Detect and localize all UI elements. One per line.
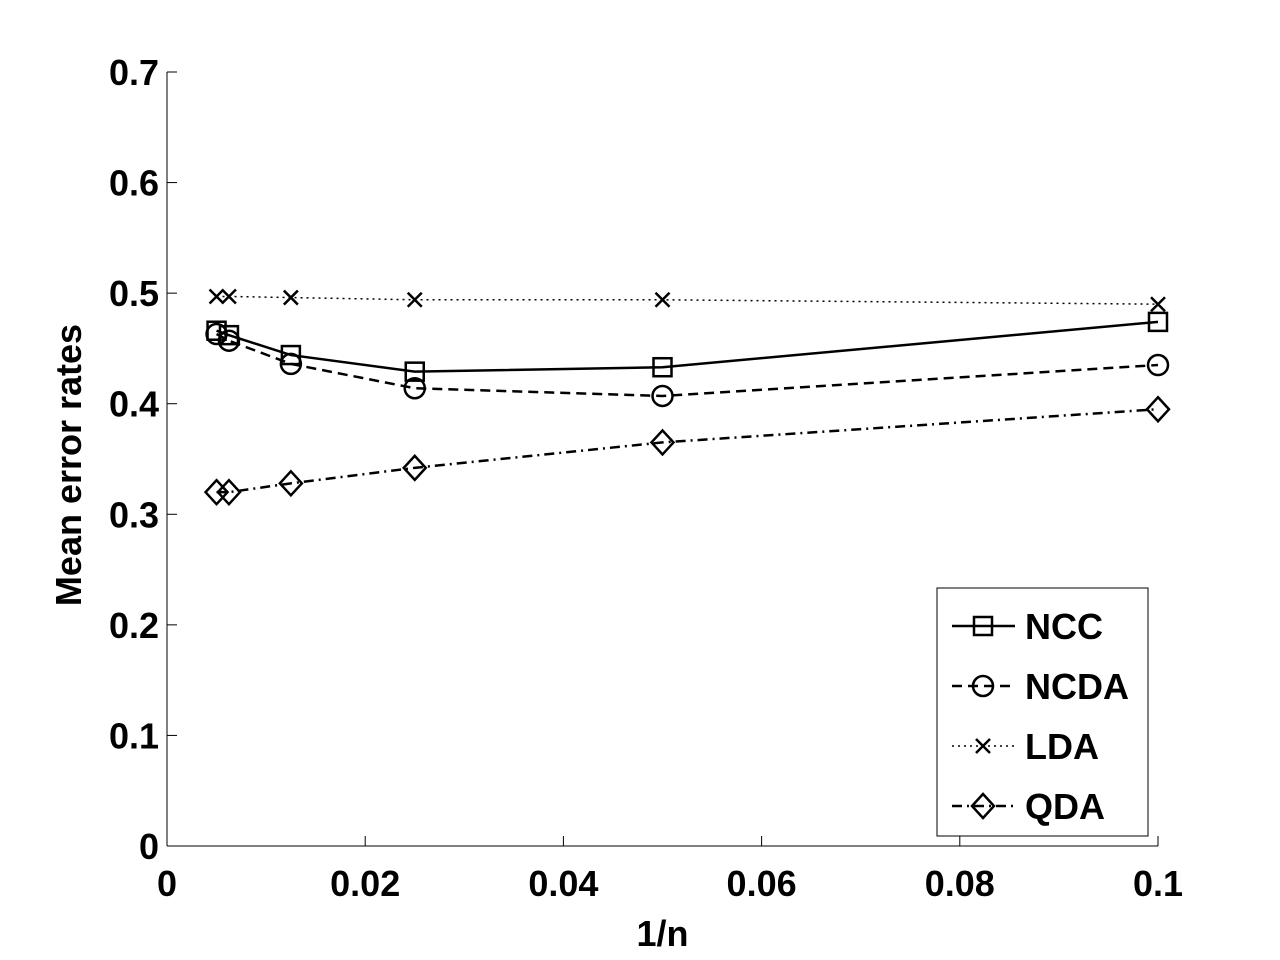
data-point-qda xyxy=(402,453,428,482)
data-point-lda xyxy=(1150,296,1166,313)
y-tick-label: 0.1 xyxy=(109,715,159,756)
data-point-qda xyxy=(649,428,676,457)
legend-label: NCC xyxy=(1025,606,1103,647)
data-point-lda xyxy=(406,291,423,308)
legend-marker xyxy=(970,792,996,820)
series-ncc xyxy=(206,311,1169,382)
x-tick-label: 0 xyxy=(157,863,177,904)
legend-marker xyxy=(972,615,994,637)
series-qda xyxy=(203,395,1171,507)
data-point-lda xyxy=(221,288,237,305)
y-tick-label: 0.3 xyxy=(109,494,159,535)
y-axis-label: Mean error rates xyxy=(48,324,89,606)
series-line-ncda xyxy=(215,332,1159,398)
x-tick-label: 0.1 xyxy=(1133,863,1183,904)
data-point-ncda xyxy=(403,376,426,400)
x-axis-label: 1/n xyxy=(636,913,688,954)
data-point-lda xyxy=(282,289,299,306)
y-tick-label: 0.5 xyxy=(109,273,159,314)
series-line-ncc xyxy=(216,320,1159,373)
legend-marker xyxy=(975,738,991,754)
legend-label: NCDA xyxy=(1025,666,1129,707)
axes: 0 0.02 0.04 0.06 0.08 0.1 0 0.1 0.2 0.3 0.4 0.5 0.6 0… xyxy=(48,52,1183,954)
x-tick-label: 0.02 xyxy=(330,863,400,904)
legend-entry-lda: LDA xyxy=(952,726,1099,767)
data-point-qda xyxy=(1145,395,1171,424)
legend-entry-ncc: NCC xyxy=(952,606,1103,647)
legend-label: LDA xyxy=(1025,726,1099,767)
data-point-qda xyxy=(278,469,304,498)
y-tick-label: 0.2 xyxy=(109,605,159,646)
data-point-lda xyxy=(654,291,671,308)
series-line-lda xyxy=(216,295,1159,305)
data-point-ncc xyxy=(652,356,673,378)
data-point-ncda xyxy=(205,322,228,346)
data-point-ncc xyxy=(404,361,425,382)
y-tick-label: 0.6 xyxy=(109,163,159,204)
y-tick-label: 0.7 xyxy=(109,52,159,93)
data-point-qda xyxy=(203,478,230,507)
legend: NCC NCDA LDA QDA xyxy=(936,587,1149,837)
data-point-lda xyxy=(208,288,225,305)
x-tick-label: 0.06 xyxy=(727,863,797,904)
series-ncda xyxy=(205,322,1170,408)
data-point-ncda xyxy=(279,352,303,376)
data-point-qda xyxy=(216,478,242,507)
y-tick-label: 0.4 xyxy=(109,384,159,425)
series-lda xyxy=(208,288,1166,313)
data-point-ncda xyxy=(217,329,241,352)
data-point-ncda xyxy=(651,384,674,408)
legend-marker xyxy=(971,674,995,698)
data-point-ncda xyxy=(1146,353,1170,377)
data-point-ncc xyxy=(1147,311,1169,333)
x-tick-label: 0.04 xyxy=(528,863,598,904)
legend-label: QDA xyxy=(1025,786,1105,827)
legend-box xyxy=(936,587,1149,837)
series-layer xyxy=(203,288,1171,507)
series-line-qda xyxy=(216,407,1159,494)
legend-entry-qda: QDA xyxy=(952,786,1105,827)
y-tick-label: 0 xyxy=(139,826,159,867)
legend-entry-ncda: NCDA xyxy=(952,666,1129,707)
x-tick-label: 0.08 xyxy=(925,863,995,904)
